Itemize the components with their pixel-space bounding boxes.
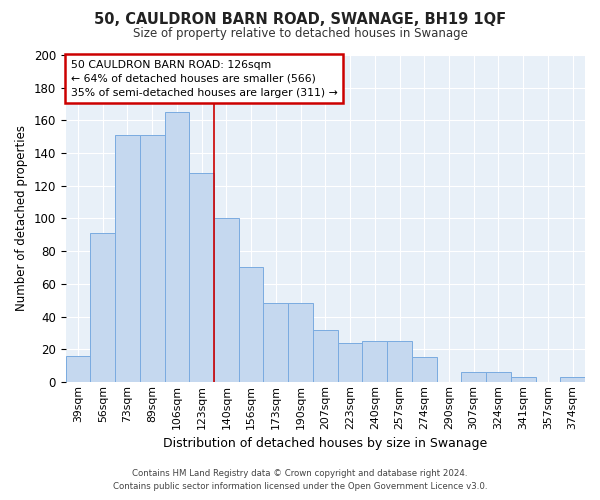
Bar — [91, 233, 115, 382]
Bar — [140, 135, 164, 382]
X-axis label: Distribution of detached houses by size in Swanage: Distribution of detached houses by size … — [163, 437, 487, 450]
Bar — [511, 377, 536, 382]
Bar — [412, 358, 437, 382]
Bar — [313, 330, 338, 382]
Bar — [461, 372, 486, 382]
Y-axis label: Number of detached properties: Number of detached properties — [15, 126, 28, 312]
Bar — [263, 304, 288, 382]
Text: 50 CAULDRON BARN ROAD: 126sqm
← 64% of detached houses are smaller (566)
35% of : 50 CAULDRON BARN ROAD: 126sqm ← 64% of d… — [71, 60, 338, 98]
Bar — [190, 172, 214, 382]
Bar — [560, 377, 585, 382]
Text: Contains HM Land Registry data © Crown copyright and database right 2024.
Contai: Contains HM Land Registry data © Crown c… — [113, 470, 487, 491]
Bar — [239, 268, 263, 382]
Bar — [164, 112, 190, 382]
Bar — [115, 135, 140, 382]
Bar — [214, 218, 239, 382]
Bar — [338, 342, 362, 382]
Bar — [288, 304, 313, 382]
Bar — [362, 341, 387, 382]
Text: Size of property relative to detached houses in Swanage: Size of property relative to detached ho… — [133, 28, 467, 40]
Text: 50, CAULDRON BARN ROAD, SWANAGE, BH19 1QF: 50, CAULDRON BARN ROAD, SWANAGE, BH19 1Q… — [94, 12, 506, 28]
Bar — [387, 341, 412, 382]
Bar — [65, 356, 91, 382]
Bar — [486, 372, 511, 382]
